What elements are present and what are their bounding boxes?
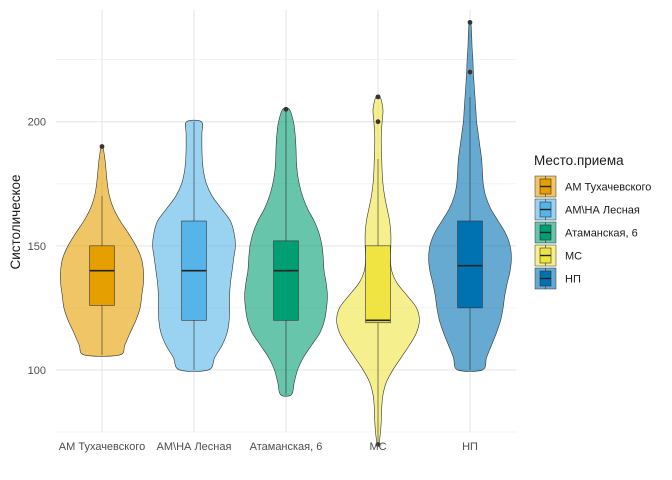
legend-item: МС	[534, 244, 582, 267]
box-4	[365, 245, 391, 324]
outlier-point	[375, 442, 381, 447]
legend-label: АМ\НА Лесная	[565, 205, 640, 217]
x-tick-label: МС	[369, 441, 386, 453]
x-tick-label: НП	[462, 441, 478, 453]
box-5	[457, 220, 483, 309]
box-1	[89, 245, 115, 306]
box-3	[273, 240, 299, 321]
outlier-point	[467, 20, 473, 25]
outlier-point	[467, 69, 473, 75]
legend: Место.приема АМ Тухачевского АМ\НА Лесная…	[534, 153, 651, 290]
legend-title: Место.приема	[534, 153, 624, 168]
legend-label: АМ Тухачевского	[565, 182, 651, 194]
outlier-point	[99, 144, 105, 149]
legend-item: Атаманская, 6	[534, 221, 638, 244]
x-tick-label: АМ Тухачевского	[59, 441, 145, 453]
boxplots	[89, 20, 483, 447]
outlier-point	[375, 119, 381, 125]
legend-item: АМ\НА Лесная	[534, 198, 640, 221]
legend-label: Атаманская, 6	[565, 228, 638, 240]
legend-label: МС	[565, 251, 582, 263]
x-tick-label: Атаманская, 6	[250, 441, 323, 453]
legend-item: НП	[534, 267, 581, 290]
y-axis: 100 150 200	[28, 117, 46, 377]
x-axis: АМ Тухачевского АМ\НА Лесная Атаманская, 6…	[59, 441, 478, 453]
y-tick-label: 150	[28, 241, 46, 253]
outlier-point	[375, 94, 381, 100]
legend-item: АМ Тухачевского	[534, 175, 651, 198]
y-axis-title: Систолическое	[8, 174, 23, 269]
y-tick-label: 100	[28, 365, 46, 377]
legend-label: НП	[565, 274, 581, 286]
outlier-point	[283, 106, 289, 112]
y-tick-label: 200	[28, 117, 46, 129]
x-tick-label: АМ\НА Лесная	[157, 441, 232, 453]
